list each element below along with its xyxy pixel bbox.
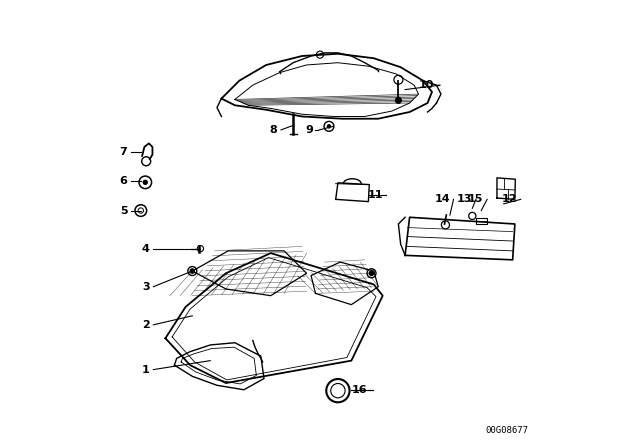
Text: 10: 10	[419, 80, 435, 90]
Text: 4: 4	[142, 244, 150, 254]
Circle shape	[143, 180, 148, 185]
Text: 8: 8	[269, 125, 277, 135]
Text: 13: 13	[457, 194, 472, 204]
Circle shape	[190, 269, 195, 273]
Circle shape	[326, 124, 332, 129]
Text: 2: 2	[142, 320, 150, 330]
FancyBboxPatch shape	[476, 218, 487, 224]
Text: 1: 1	[142, 365, 150, 375]
Circle shape	[369, 271, 374, 276]
Text: 7: 7	[120, 147, 127, 157]
Text: 15: 15	[468, 194, 484, 204]
Text: 14: 14	[435, 194, 450, 204]
Text: 5: 5	[120, 206, 127, 215]
Text: 11: 11	[367, 190, 383, 200]
Text: 12: 12	[502, 194, 517, 204]
Circle shape	[395, 97, 402, 104]
Text: 6: 6	[120, 177, 127, 186]
Text: 9: 9	[305, 125, 314, 135]
Text: 00G08677: 00G08677	[486, 426, 529, 435]
Text: 16: 16	[351, 385, 367, 395]
Text: 3: 3	[142, 282, 150, 292]
